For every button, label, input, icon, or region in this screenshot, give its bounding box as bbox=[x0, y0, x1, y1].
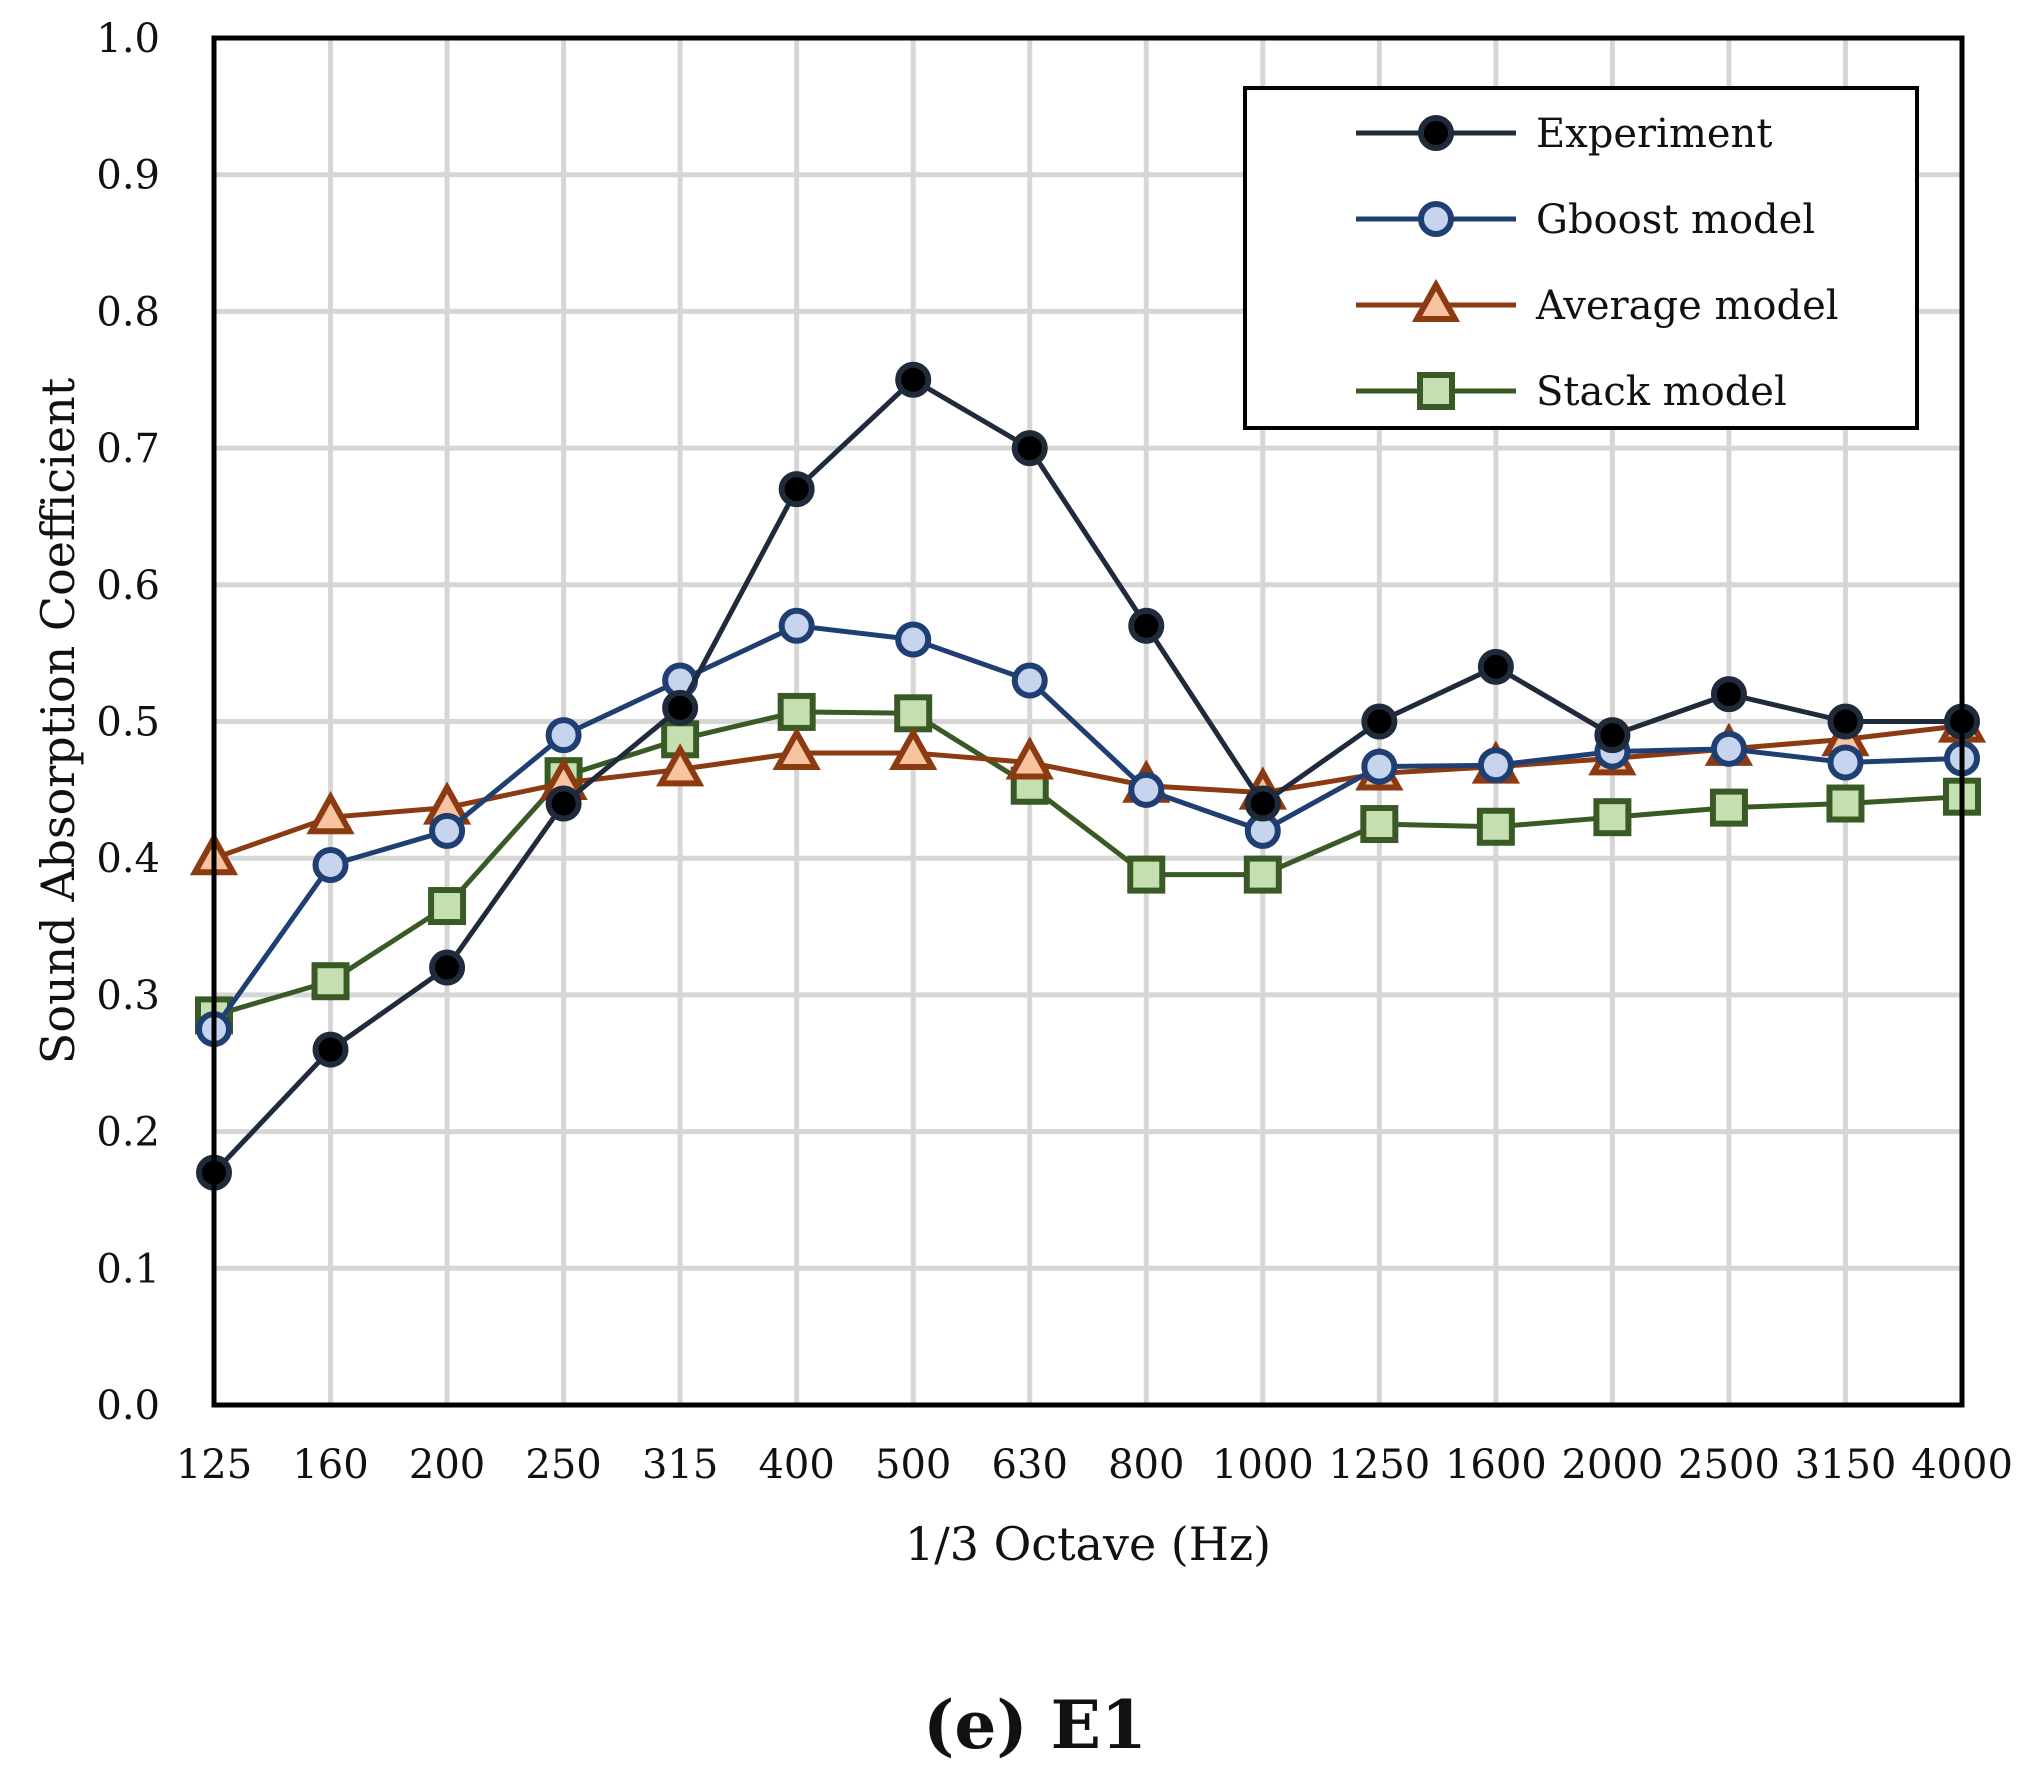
data-point-gboost-model bbox=[1011, 662, 1048, 699]
legend-marker-average-model bbox=[1411, 278, 1461, 322]
x-tick-label: 400 bbox=[758, 1442, 834, 1488]
y-tick-label: 0.0 bbox=[96, 1383, 160, 1429]
data-point-stack-model bbox=[1127, 855, 1166, 894]
y-tick-label: 0.6 bbox=[96, 563, 160, 609]
x-tick-label: 3150 bbox=[1795, 1442, 1897, 1488]
series-line-gboost-model bbox=[211, 623, 1963, 1031]
y-tick-label: 0.7 bbox=[96, 426, 160, 472]
data-point-gboost-model bbox=[429, 812, 466, 849]
x-tick-label: 800 bbox=[1108, 1442, 1184, 1488]
data-point-average-model bbox=[656, 743, 705, 787]
data-point-average-model bbox=[772, 726, 821, 770]
data-point-stack-model bbox=[1593, 798, 1632, 837]
y-tick-label: 1.0 bbox=[96, 16, 160, 62]
series-stack-model bbox=[195, 692, 1981, 1035]
y-tick-label: 0.1 bbox=[96, 1246, 160, 1292]
data-point-stack-model bbox=[1709, 788, 1748, 827]
x-tick-label: 160 bbox=[292, 1442, 368, 1488]
data-point-average-model bbox=[306, 791, 355, 835]
data-point-experiment bbox=[1827, 703, 1864, 740]
data-point-gboost-model bbox=[895, 621, 932, 658]
data-point-experiment bbox=[312, 1031, 349, 1068]
data-point-experiment bbox=[1594, 717, 1631, 754]
data-point-average-model bbox=[889, 726, 938, 770]
x-tick-label: 200 bbox=[409, 1442, 485, 1488]
y-tick-label: 0.8 bbox=[96, 289, 160, 335]
data-point-experiment bbox=[1361, 703, 1398, 740]
x-tick-label: 2000 bbox=[1562, 1442, 1664, 1488]
y-tick-label: 0.4 bbox=[96, 836, 160, 882]
data-point-experiment bbox=[662, 689, 699, 726]
data-point-stack-model bbox=[1243, 855, 1282, 894]
data-point-experiment bbox=[1710, 676, 1747, 713]
legend-marker-stack-model bbox=[1417, 372, 1455, 410]
legend-marker-experiment bbox=[1418, 115, 1454, 151]
figure-caption: (e) E1 bbox=[923, 1686, 1147, 1764]
data-point-experiment bbox=[1128, 607, 1165, 644]
data-point-stack-model bbox=[1360, 805, 1399, 844]
data-point-stack-model bbox=[777, 692, 816, 731]
data-point-gboost-model bbox=[1710, 730, 1747, 767]
y-tick-label: 0.9 bbox=[96, 153, 160, 199]
legend-item-experiment: Experiment bbox=[1356, 111, 1772, 157]
x-tick-label: 4000 bbox=[1911, 1442, 2013, 1488]
data-point-gboost-model bbox=[1827, 744, 1864, 781]
x-tick-label: 1000 bbox=[1212, 1442, 1314, 1488]
y-axis-title: Sound Absorption Coefficient bbox=[31, 377, 85, 1064]
data-point-stack-model bbox=[311, 962, 350, 1001]
data-point-stack-model bbox=[1476, 807, 1515, 846]
data-point-average-model bbox=[1005, 736, 1054, 780]
legend-marker-gboost-model bbox=[1418, 201, 1454, 237]
legend-label: Average model bbox=[1535, 283, 1839, 329]
y-tick-label: 0.5 bbox=[96, 700, 160, 746]
data-point-experiment bbox=[1011, 430, 1048, 467]
series-line-experiment bbox=[212, 377, 1962, 1175]
y-tick-label: 0.2 bbox=[96, 1110, 160, 1156]
y-tick-label: 0.3 bbox=[96, 973, 160, 1019]
legend-item-stack-model: Stack model bbox=[1356, 369, 1787, 415]
data-point-experiment bbox=[895, 361, 932, 398]
tick-labels: 125 160 200 250 315 400 500 630 800 1000 1250 1600 2… bbox=[96, 16, 2013, 1488]
data-point-stack-model bbox=[894, 694, 933, 733]
legend-items: Experiment Gboost model Average model Stack… bbox=[1356, 111, 1839, 415]
legend-box bbox=[1243, 86, 1919, 430]
data-point-gboost-model bbox=[312, 847, 349, 884]
x-tick-label: 315 bbox=[642, 1442, 718, 1488]
legend-label: Gboost model bbox=[1536, 197, 1815, 243]
data-point-gboost-model bbox=[545, 717, 582, 754]
x-tick-label: 250 bbox=[525, 1442, 601, 1488]
x-tick-label: 500 bbox=[875, 1442, 951, 1488]
data-point-gboost-model bbox=[778, 607, 815, 644]
x-tick-label: 125 bbox=[176, 1442, 252, 1488]
data-point-experiment bbox=[1244, 785, 1281, 822]
x-axis-title: 1/3 Octave (Hz) bbox=[905, 1517, 1271, 1571]
data-point-stack-model bbox=[428, 887, 467, 926]
data-point-experiment bbox=[778, 471, 815, 508]
x-tick-label: 630 bbox=[992, 1442, 1068, 1488]
plot-frame bbox=[211, 35, 1965, 1408]
data-point-experiment bbox=[429, 949, 466, 986]
data-point-gboost-model bbox=[1361, 748, 1398, 785]
data-point-experiment bbox=[1477, 648, 1514, 685]
legend-label: Experiment bbox=[1536, 111, 1772, 157]
data-point-stack-model bbox=[1826, 784, 1865, 823]
series-line-stack-model bbox=[213, 709, 1963, 1018]
data-point-gboost-model bbox=[1477, 747, 1514, 784]
legend-item-average-model: Average model bbox=[1356, 278, 1839, 329]
series-line-average-model bbox=[213, 723, 1963, 861]
legend-label: Stack model bbox=[1536, 369, 1787, 415]
x-tick-label: 1250 bbox=[1328, 1442, 1430, 1488]
data-point-experiment bbox=[545, 785, 582, 822]
legend: Experiment Gboost model Average model Stack… bbox=[1243, 86, 1919, 430]
legend-item-gboost-model: Gboost model bbox=[1356, 197, 1815, 243]
x-tick-label: 1600 bbox=[1445, 1442, 1547, 1488]
x-tick-label: 2500 bbox=[1678, 1442, 1780, 1488]
data-point-gboost-model bbox=[1128, 771, 1165, 808]
